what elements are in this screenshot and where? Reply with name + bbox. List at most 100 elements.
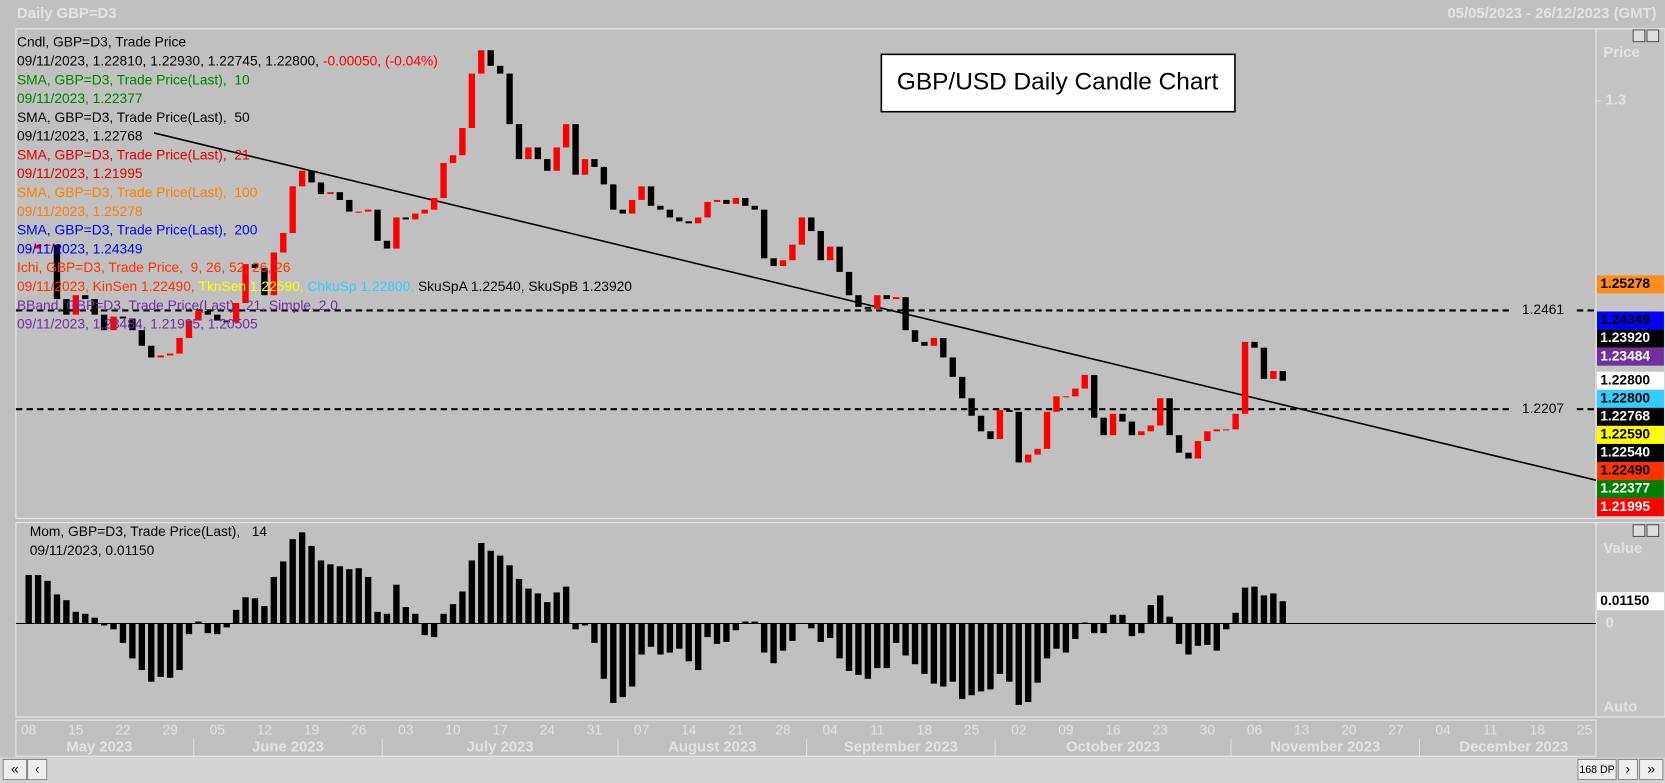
momentum-bar (232, 609, 240, 624)
candle (1062, 396, 1070, 398)
button[interactable] (1646, 29, 1660, 43)
legend-line: 09/11/2023, 1.22377 (17, 91, 143, 106)
candle (1034, 448, 1041, 455)
candle (44, 244, 51, 246)
price-tag-label: 1.22540 (1600, 445, 1650, 460)
candle (836, 246, 843, 272)
header-left: Daily GBP=D3 (17, 6, 117, 22)
button[interactable] (1632, 524, 1646, 537)
candle (336, 192, 344, 200)
legend-text: -0.00050, (-0.04%) (323, 53, 438, 68)
candle (1232, 413, 1239, 430)
momentum-bar (100, 623, 108, 626)
legend-line: SMA, GBP=D3, Trade Price(Last), 100 (17, 185, 258, 200)
x-tick-label: 09 (1058, 722, 1074, 737)
scroll-next-icon: › (1626, 762, 1631, 777)
candle (261, 267, 268, 296)
scroll-prev[interactable] (27, 758, 48, 781)
momentum-bar (572, 623, 579, 630)
candle (1090, 374, 1098, 418)
momentum-bar (1213, 623, 1220, 651)
candle (468, 73, 476, 129)
scale-label: Auto (1603, 699, 1637, 715)
candle (1138, 431, 1145, 436)
legend-text: SMA, GBP=D3, Trade Price(Last), 50 (17, 109, 250, 124)
legend-text: 09/11/2023, 1.25278 (17, 203, 143, 218)
legend-text: BBand, GBP=D3, Trade Price(Last), 21, Si… (17, 297, 338, 312)
momentum-bar (393, 584, 400, 624)
points-label: 168 DP (1579, 764, 1614, 776)
momentum-bar (553, 592, 560, 624)
momentum-bar (940, 623, 947, 687)
momentum-bar (1194, 623, 1202, 646)
candle (855, 295, 862, 307)
momentum-bar (25, 575, 32, 624)
candle (430, 198, 438, 210)
price-tag (1597, 407, 1664, 426)
button[interactable] (1632, 29, 1646, 43)
x-tick-label: 31 (587, 722, 602, 737)
scroll-next[interactable] (1617, 758, 1638, 781)
candle (1147, 425, 1154, 432)
legend-text: SMA, GBP=D3, Trade Price(Last), 200 (17, 222, 258, 237)
momentum-bar (34, 575, 42, 624)
candle (1251, 341, 1258, 348)
candle (534, 147, 542, 160)
candle (1109, 413, 1117, 436)
momentum-bar (591, 623, 598, 643)
legend-line: SMA, GBP=D3, Trade Price(Last), 200 (17, 222, 258, 237)
momentum-bar (402, 607, 410, 624)
month-label: September 2023 (844, 740, 958, 756)
scroll-prev-icon: ‹ (35, 762, 40, 777)
scroll-bar (0, 757, 1665, 783)
momentum-bar (459, 591, 466, 624)
candle (1006, 409, 1013, 412)
price-tag-label: 1.21995 (1600, 499, 1650, 514)
price-axis-label: Price (1603, 45, 1639, 61)
points-box[interactable] (1577, 758, 1617, 781)
price-tag (1597, 329, 1664, 348)
momentum-bar (864, 623, 872, 679)
momentum-bar (82, 613, 89, 624)
momentum-bar (53, 594, 61, 624)
momentum-bar (911, 623, 919, 665)
x-tick-label: 02 (1011, 722, 1026, 737)
button[interactable] (1646, 524, 1660, 537)
y-tick-label: 0 (1606, 615, 1614, 631)
candle (892, 297, 900, 300)
candle (591, 159, 598, 167)
momentum-bar (855, 623, 862, 675)
candle (214, 314, 221, 321)
candle (525, 147, 532, 160)
scroll-last-icon: » (1647, 762, 1655, 777)
price-tag (1597, 425, 1664, 444)
momentum-bar (148, 623, 155, 682)
momentum-bar (298, 532, 306, 624)
momentum-bar (478, 543, 485, 624)
scroll-first[interactable] (2, 758, 28, 781)
momentum-bar (902, 623, 909, 656)
y-tick-label: 1.3 (1606, 93, 1627, 109)
momentum-bar (138, 623, 146, 671)
month-label: May 2023 (66, 740, 132, 756)
legend-text: 09/11/2023, 1.22377 (17, 91, 143, 106)
momentum-bar (421, 623, 428, 636)
price-tag (1597, 311, 1664, 330)
candle (704, 201, 711, 218)
candle (157, 355, 164, 358)
legend-text: 09/11/2023, 1.22768 (17, 128, 143, 143)
month-label: June 2023 (252, 740, 324, 756)
momentum-bar (1270, 593, 1277, 624)
x-tick-label: 25 (964, 722, 980, 737)
legend-text: 09/11/2023, 1.21995 (17, 166, 143, 181)
x-tick-label: 27 (1388, 722, 1403, 737)
momentum-bar (44, 580, 51, 624)
candle (798, 217, 806, 245)
x-tick-label: 12 (257, 722, 272, 737)
x-tick-label: 19 (304, 722, 320, 737)
candle (355, 211, 362, 213)
candle (1100, 417, 1107, 436)
candle (676, 217, 683, 222)
candle (129, 318, 136, 331)
scroll-last[interactable] (1638, 758, 1664, 781)
